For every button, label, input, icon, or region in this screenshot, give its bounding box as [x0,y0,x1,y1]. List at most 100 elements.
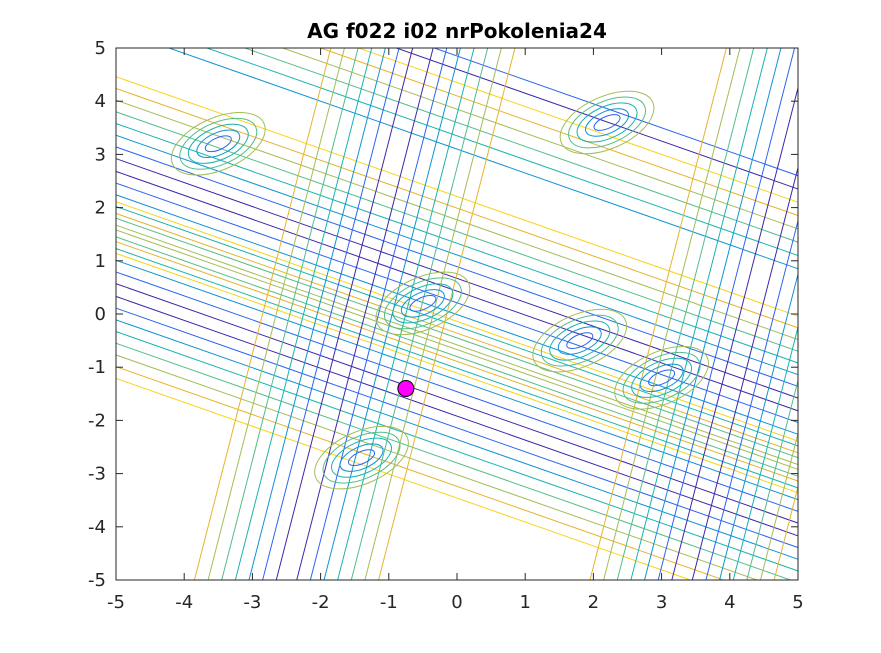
contour-loop [631,357,693,398]
contour-line [116,229,798,470]
contour-loop [532,308,628,373]
contour-loop [540,314,619,367]
contour-loop [383,277,462,330]
contour-loop [559,90,655,155]
contour-loop [566,332,594,350]
contour-loop [314,425,409,490]
y-axis: 5 4 3 2 1 0 -1 -2 -3 -4 -5 [88,38,798,591]
contour-line [116,224,798,466]
contour-line [116,307,798,549]
contour-loop [622,351,701,404]
contour-line [193,48,332,580]
contour-line [603,48,741,580]
contour-line [732,325,798,580]
x-tick-label: 2 [588,592,599,613]
contour-loop [614,346,709,410]
contour-line [630,48,768,580]
contour-line [719,272,798,580]
contour-line [116,271,798,512]
y-tick-label: 3 [95,144,106,165]
contour-line [644,48,782,580]
x-tick-label: -3 [243,592,261,613]
contour-line [234,48,373,580]
y-tick-label: -1 [88,357,106,378]
contour-line [356,48,798,203]
x-tick-label: -1 [380,592,398,613]
x-tick-label: 4 [724,592,735,613]
x-axis: -5 -4 -3 -2 -1 0 1 2 3 4 5 [107,48,804,613]
x-tick-label: -4 [175,592,193,613]
contour-loop [400,289,445,318]
x-tick-label: 0 [451,592,462,613]
x-tick-label: 3 [656,592,667,613]
contour-loop [557,326,602,355]
contour-line [167,48,798,270]
y-tick-label: 2 [95,198,106,219]
contour-line [116,206,798,447]
contour-line [221,48,359,580]
contour-line [691,165,798,580]
contour-loop [576,102,638,143]
contour-line [207,48,345,580]
contour-line [275,48,414,580]
contour-line [281,48,798,230]
contour-line [116,248,798,489]
contour-line [309,48,448,580]
contour-line [116,319,798,560]
contour-line [116,295,798,537]
x-tick-label: -5 [107,592,125,613]
y-tick-label: -5 [88,570,106,591]
contour-loop [187,123,249,164]
contour-line [116,123,798,364]
contour-line [116,217,798,459]
contour-line [248,48,386,580]
contour-line [657,48,796,580]
contour-loop [196,129,241,158]
contour-line [262,48,400,580]
contour-loop [568,96,646,149]
contour-loop [170,111,266,176]
contour-line [746,378,798,580]
contour-loop [347,449,376,467]
contour-line [773,484,798,580]
contour-lines [116,48,798,580]
y-tick-label: 5 [95,38,106,59]
contour-loop [648,369,676,387]
x-tick-label: -2 [312,592,330,613]
contour-line [116,259,798,501]
contour-line [116,170,798,412]
contour-loop [392,283,454,324]
contour-line [243,48,798,243]
y-tick-label: 1 [95,251,106,272]
y-tick-label: 4 [95,91,106,112]
contour-line [116,158,798,399]
contour-loop [204,135,232,153]
contour-line [394,48,798,190]
contour-line [671,85,798,580]
contour-loop [409,294,437,312]
contour-line [116,201,798,442]
contour-line [319,48,798,217]
y-tick-label: 0 [95,304,106,325]
contour-line [116,241,798,482]
contour-line [116,146,798,387]
contour-loop [585,108,630,137]
contour-loop [322,431,401,484]
contour-line [432,48,798,177]
x-tick-label: 1 [519,592,530,613]
contour-line [116,134,798,376]
contour-loop [549,320,611,361]
contour-line [116,377,692,580]
contour-line [116,212,798,454]
contour-line [116,331,798,572]
contour-line [337,48,475,580]
contour-line [705,218,798,580]
contour-line [364,48,502,580]
y-tick-label: -4 [88,517,106,538]
best-point-marker [397,379,415,397]
contour-line [350,48,489,580]
contour-line [116,283,798,524]
contour-line [116,252,798,494]
